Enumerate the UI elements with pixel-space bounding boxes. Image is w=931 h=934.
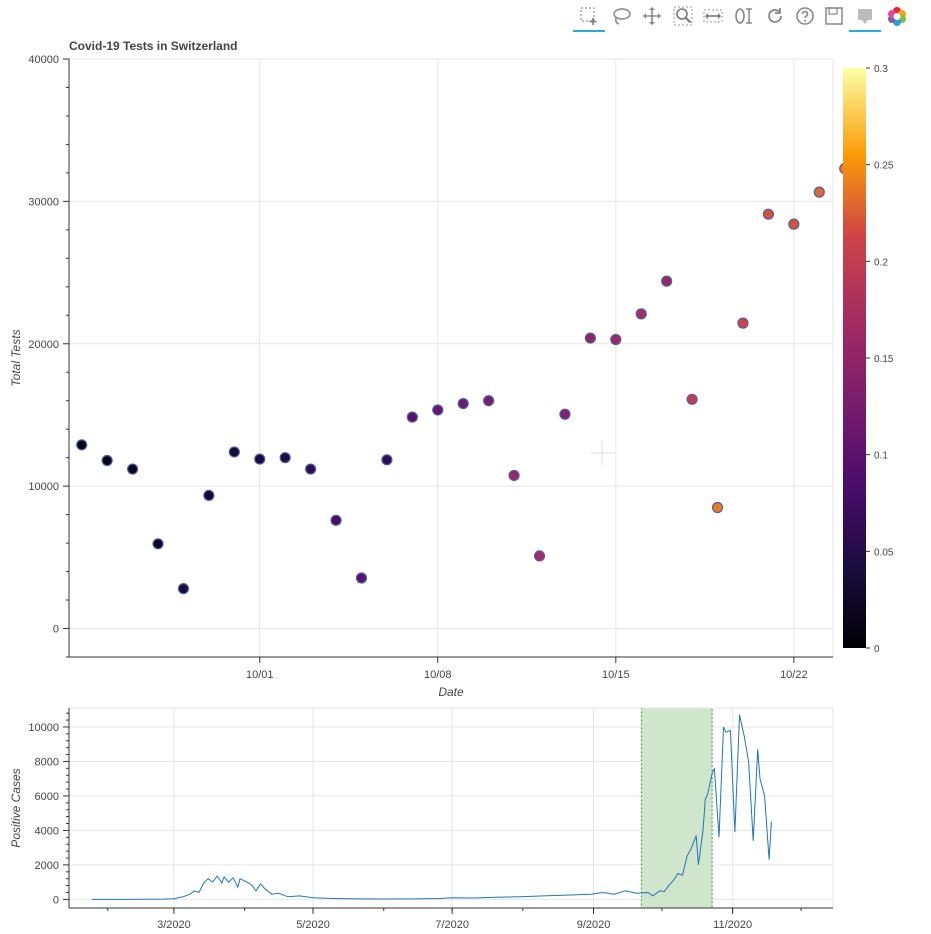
scatter-point[interactable] [533,550,546,562]
top-plot-frame [68,58,834,658]
bottom-x-tick-label: 11/2020 [713,919,752,931]
magnifier-icon [673,6,693,26]
scatter-point[interactable] [610,333,622,346]
scatter-point[interactable] [330,514,342,526]
bottom-axes: 0 2000 4000 6000 8000 10000 3/2020 5/2020 7/2020… [28,708,833,931]
y-tick-label: 40000 [28,54,59,66]
scatter-point[interactable] [508,469,520,482]
bokeh-logo-icon [888,7,906,26]
scatter-point[interactable] [661,275,673,287]
pan-tool[interactable] [640,5,664,27]
scatter-point[interactable] [76,439,88,451]
colorbar-tick-label: 0.15 [874,354,894,365]
bottom-y-tick-label: 0 [53,894,59,906]
scatter-point[interactable] [711,501,724,514]
colorbar-tick-label: 0.05 [874,547,894,558]
colorbar-ticks: 0 0.05 0.1 0.15 0.2 0.25 0.3 [866,64,894,655]
bottom-y-tick-label: 4000 [35,825,59,837]
scatter-point[interactable] [355,572,368,584]
scatter-point[interactable] [635,308,647,320]
chart-title: Covid-19 Tests in Switzerland [69,39,237,53]
scatter-point[interactable] [813,186,825,198]
scatter-point[interactable] [737,317,749,329]
scatter-points [76,163,851,595]
scatter-point[interactable] [152,538,164,550]
scatter-point[interactable] [381,454,393,466]
bottom-x-tick-label: 5/2020 [296,919,330,931]
bottom-y-axis-label: Positive Cases [9,768,23,847]
scatter-point[interactable] [457,397,469,410]
bottom-y-tick-label: 10000 [28,722,59,734]
bottom-y-tick-label: 6000 [35,791,59,803]
scatter-point[interactable] [584,332,596,344]
bottom-grid [69,708,833,908]
scatter-point[interactable] [228,446,240,458]
pan-icon [643,7,661,25]
colorbar-tick-label: 0.25 [874,161,894,172]
lasso-icon [613,8,631,25]
scatter-point[interactable] [686,393,698,405]
bottom-x-tick-label: 7/2020 [435,919,469,931]
scatter-point[interactable] [126,463,139,475]
save-icon [825,7,843,25]
colorbar-tick-label: 0.1 [874,451,888,462]
scatter-point[interactable] [559,408,571,420]
scatter-point[interactable] [101,454,113,467]
bottom-y-tick-label: 8000 [35,756,59,768]
lasso-select-tool[interactable] [609,5,633,27]
range-box[interactable] [640,707,713,909]
colorbar-tick-label: 0.3 [874,64,888,75]
colorbar [843,68,866,648]
bokeh-logo[interactable] [885,5,909,27]
bottom-y-tick-label: 2000 [35,860,59,872]
save-tool[interactable] [822,5,846,27]
colorbar-tick-label: 0.2 [874,257,888,268]
y-tick-label: 0 [53,624,59,636]
scatter-point[interactable] [254,453,266,465]
x-pan-tool[interactable] [701,5,725,27]
positive-cases-line [91,714,772,900]
box-zoom-icon [580,7,597,25]
y-tick-label: 30000 [28,196,59,208]
help-icon [796,7,814,25]
top-axes: 0 10000 20000 30000 40000 10/01 10/08 10/15 10/2… [28,54,833,681]
scatter-point[interactable] [762,208,775,220]
x-tick-label: 10/08 [424,669,452,681]
box-zoom-tool[interactable] [573,5,605,32]
colorbar-tick-label: 0 [874,644,880,655]
help-tool[interactable] [793,5,817,27]
scatter-point[interactable] [177,583,190,595]
wheel-zoom-tool[interactable] [732,5,756,27]
scatter-point[interactable] [203,489,215,501]
scatter-point[interactable] [406,411,418,423]
x-tick-label: 10/15 [602,669,630,681]
bottom-plot-frame [68,707,834,909]
zoom-in-tool[interactable] [671,5,695,27]
scatter-point[interactable] [483,395,495,407]
y-tick-label: 10000 [28,481,59,493]
y-axis-label: Total Tests [9,329,23,386]
toolbar [573,2,906,32]
x-axis-label: Date [438,685,464,699]
crosshair-icon [590,441,614,465]
reset-tool[interactable] [763,5,787,27]
scatter-point[interactable] [788,218,800,230]
scatter-point[interactable] [305,463,317,475]
hover-tool[interactable] [849,5,881,32]
wheel-zoom-icon [735,8,752,24]
scatter-point[interactable] [432,404,444,416]
y-tick-label: 20000 [28,339,59,351]
x-tick-label: 10/22 [780,669,808,681]
top-grid [69,58,833,657]
reset-icon [768,8,782,23]
bottom-x-tick-label: 3/2020 [157,919,191,931]
scatter-point[interactable] [279,452,291,464]
bottom-x-tick-label: 9/2020 [577,919,611,931]
hover-icon [858,9,872,24]
x-pan-icon [703,9,723,23]
x-tick-label: 10/01 [246,669,274,681]
